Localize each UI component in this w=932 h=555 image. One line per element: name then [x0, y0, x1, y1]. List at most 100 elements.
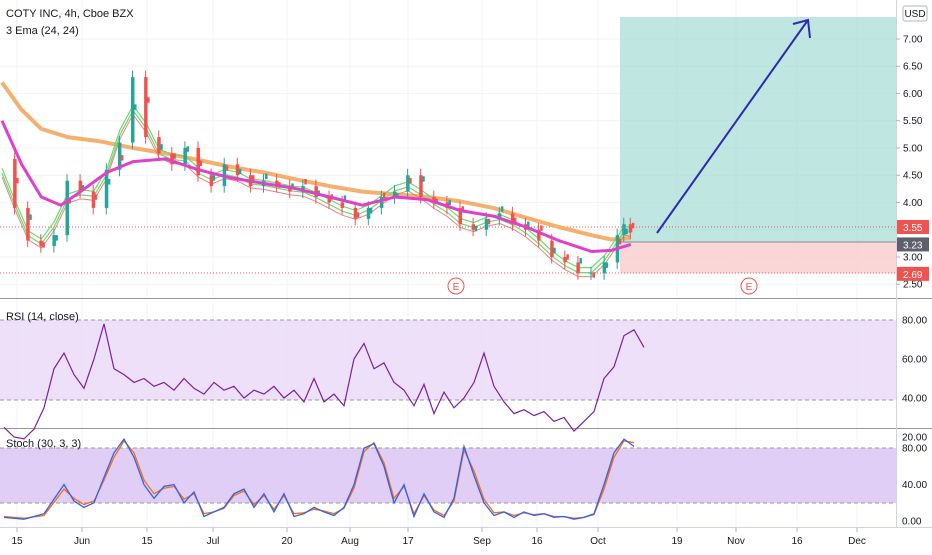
candle [484, 218, 489, 230]
rsi-line [3, 323, 645, 440]
time-tick-label: Sep [473, 536, 491, 547]
time-tick-label: 20 [281, 536, 293, 547]
candle [291, 183, 294, 189]
stoch-band [0, 448, 896, 503]
ema-fast-green-a [1, 109, 631, 274]
candle [147, 97, 150, 103]
candle [78, 180, 83, 192]
candle [458, 207, 462, 225]
candle [379, 197, 384, 208]
loss-zone[interactable] [620, 242, 896, 273]
rsi-tick-label: 20.00 [902, 433, 927, 444]
price-badges: 3.55 3.23 2.69 [897, 220, 929, 281]
stoch-tick-label: 80.00 [902, 444, 927, 455]
price-axis[interactable]: 7.006.506.005.505.004.504.003.503.002.50 [896, 34, 923, 291]
rsi-tick-label: 40.00 [902, 394, 927, 405]
price-badge [897, 220, 929, 234]
stoch-tick-label: 40.00 [902, 480, 927, 491]
candle [553, 247, 556, 254]
stoch-k-path [3, 437, 635, 520]
candle [510, 213, 515, 225]
earnings-marker[interactable]: E [740, 277, 758, 295]
price-tick-label: 4.00 [903, 198, 923, 209]
candle [13, 158, 17, 208]
price-badge [897, 266, 929, 281]
stoch-lines [3, 437, 635, 520]
candle [170, 153, 174, 165]
currency-button[interactable]: USD [902, 5, 928, 22]
candle [91, 191, 96, 208]
price-tick-label: 2.50 [903, 280, 923, 291]
candle [196, 147, 200, 176]
stoch-axis[interactable]: 80.00 40.00 0.00 [902, 444, 927, 528]
candle [497, 213, 502, 219]
candle [602, 262, 607, 274]
candle [183, 147, 187, 165]
candle [251, 175, 255, 181]
candle [104, 169, 109, 208]
candle [340, 202, 345, 208]
time-tick-label: Oct [590, 536, 606, 547]
profit-zone[interactable] [620, 17, 896, 242]
rsi-path [3, 323, 645, 440]
candle [537, 229, 541, 241]
ema-mid-path [0, 120, 632, 253]
price-tick-label: 6.50 [903, 62, 923, 73]
candle [238, 168, 242, 175]
candle [409, 177, 412, 184]
candle [314, 186, 318, 198]
ema-long-path [0, 81, 631, 242]
candle [134, 104, 137, 110]
symbol-title: COTY INC, 4h, Cboe BZX [6, 8, 134, 20]
time-axis[interactable]: 15 Jun 15 Jul 20 Aug 17 Sep 16 Oct 19 Nov 16 Dec [11, 528, 866, 547]
candle [366, 207, 371, 219]
rsi-band [0, 320, 896, 400]
candle [487, 218, 491, 225]
time-tick-label: Aug [341, 536, 359, 547]
stoch-tick-label: 0.00 [902, 517, 922, 528]
time-tick-label: Dec [848, 536, 866, 547]
price-tick-label: 5.00 [903, 143, 923, 154]
candle [94, 194, 98, 200]
time-tick-label: Jul [207, 536, 220, 547]
candle [160, 144, 163, 150]
candle [550, 240, 554, 257]
earnings-marker-label: E [453, 282, 460, 293]
candle [406, 175, 410, 192]
candle [327, 197, 331, 203]
candle [81, 185, 85, 191]
candle [513, 217, 517, 224]
rsi-axis[interactable]: 80.00 60.00 40.00 20.00 [902, 316, 927, 444]
candle [369, 207, 373, 214]
candle [117, 142, 122, 170]
price-badge-label: 3.23 [903, 240, 923, 251]
candle [29, 214, 32, 220]
earnings-marker[interactable]: E [447, 277, 465, 295]
candle [605, 262, 609, 268]
target-arrow[interactable] [656, 18, 811, 234]
time-tick-label: 16 [531, 536, 543, 547]
candle [628, 224, 633, 233]
price-badge [897, 237, 929, 252]
stoch-title: Stoch (30, 3, 3) [6, 438, 81, 450]
candle [618, 238, 622, 245]
candle [356, 212, 360, 218]
candle [275, 180, 279, 187]
candle [448, 199, 451, 206]
price-tick-label: 6.00 [903, 89, 923, 100]
candle [592, 272, 596, 278]
candle [622, 224, 626, 236]
candle [461, 206, 465, 212]
ema-mid-line [0, 120, 632, 253]
price-tick-label: 4.50 [903, 171, 923, 182]
candle [419, 175, 423, 198]
time-tick-label: 19 [671, 536, 683, 547]
candle [52, 235, 56, 247]
rsi-title: RSI (14, close) [6, 311, 79, 323]
svg-text:USD: USD [904, 9, 925, 20]
candle [26, 207, 30, 241]
candle [432, 197, 436, 203]
candle [589, 273, 593, 275]
